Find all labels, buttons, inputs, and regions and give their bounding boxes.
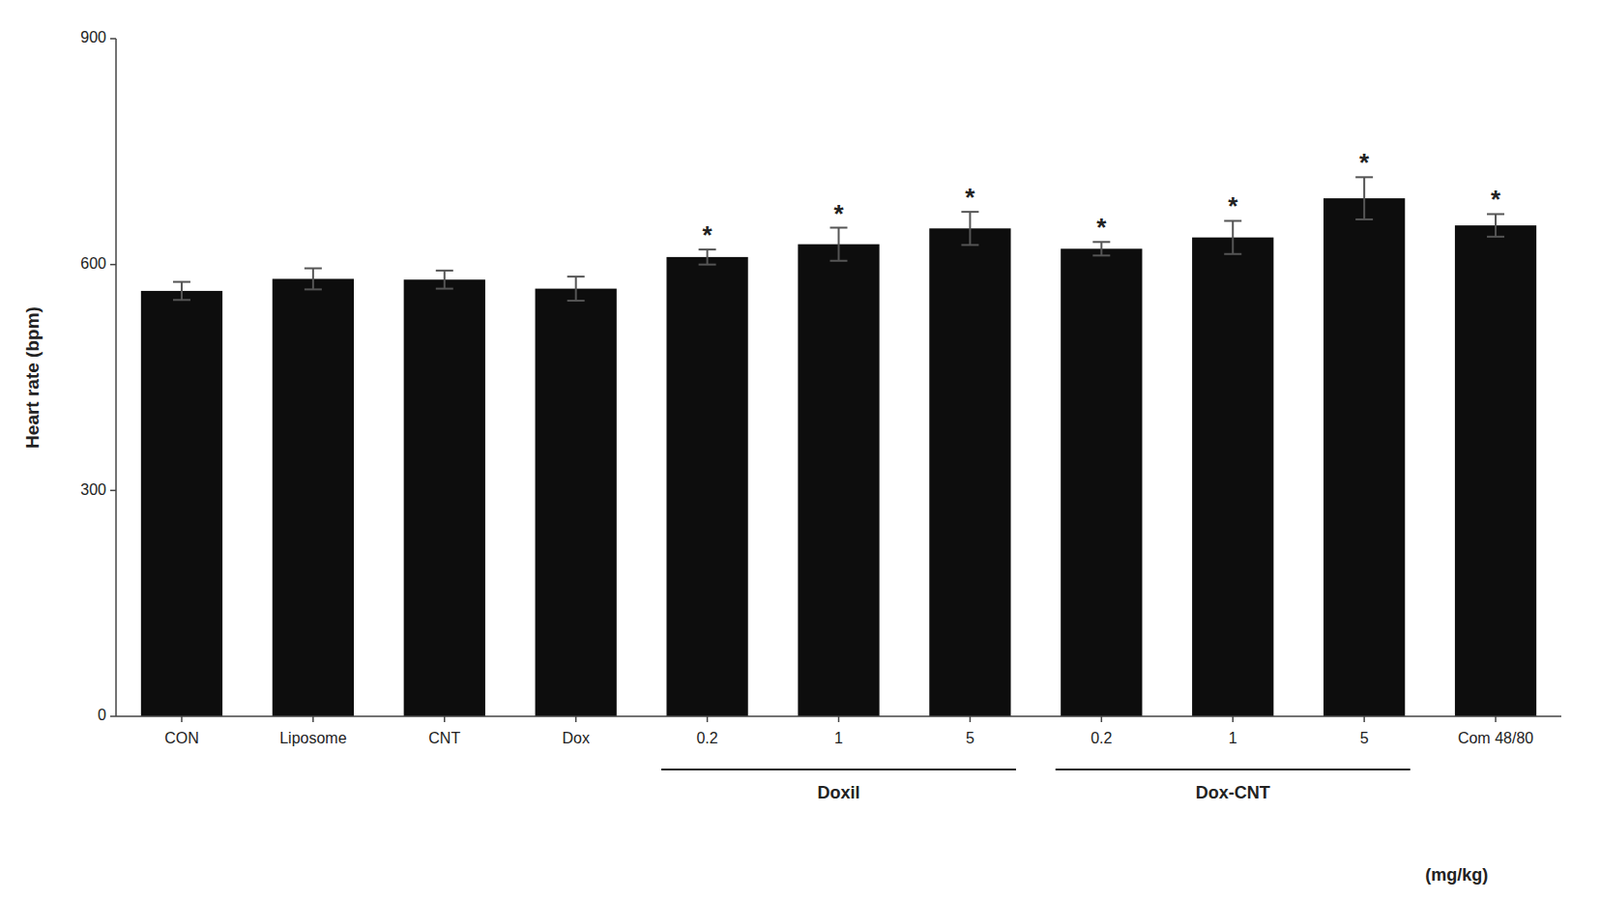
x-tick-label: Com 48/80 [1457,729,1534,747]
chart-container: * * * * * * * 0 300 600 900 CON Liposome CNT Dox 0.2 1 5 0… [0,0,1600,900]
bar [1192,237,1274,717]
error-bar [698,249,717,265]
group-bracket [1055,768,1411,771]
x-tick [1494,716,1497,723]
error-bar [567,276,585,301]
x-tick [706,716,709,723]
x-tick [443,716,446,723]
group-bracket [661,768,1017,771]
x-tick [969,716,972,723]
bar [1060,248,1142,717]
significance-label: * [702,220,714,250]
x-tick [1101,716,1104,723]
x-tick-label: 5 [1360,729,1369,747]
x-tick [575,716,578,723]
y-tick [110,263,117,266]
x-tick-label: 5 [965,729,975,747]
x-tick-label: CNT [428,729,461,747]
x-tick-label: Liposome [279,729,347,747]
significance-label: * [1359,147,1370,177]
y-tick-label: 900 [80,29,107,46]
significance-label: * [1490,184,1502,214]
y-tick [110,490,117,493]
significance-label: * [964,182,976,212]
bar [404,279,486,717]
y-tick-label: 300 [80,481,107,498]
x-tick-label: 0.2 [696,729,718,747]
error-bar [1223,220,1242,254]
y-tick [110,37,117,40]
plot-area [141,176,1537,717]
error-bar [1355,176,1373,220]
bar [1323,198,1405,717]
error-bar [436,270,454,290]
footnote: (mg/kg) [1425,865,1488,885]
error-bar [960,211,979,245]
x-tick [1363,716,1366,723]
bar [272,278,354,717]
y-tick [110,715,117,718]
y-axis-line [115,38,117,717]
error-bar [830,228,848,262]
significance-label: * [1096,212,1107,242]
bar [797,244,879,717]
x-tick [312,716,315,723]
error-bar [173,282,191,301]
group-label: Dox-CNT [1195,783,1271,803]
x-tick-label: 1 [1228,729,1238,747]
x-tick-label: CON [164,729,200,747]
bar [141,290,223,717]
y-tick-label: 0 [97,706,107,724]
bar [929,228,1011,717]
x-tick [1231,716,1234,723]
x-tick-label: 0.2 [1090,729,1112,747]
bar [666,257,748,717]
significance-label: * [1227,191,1239,221]
x-tick [180,716,183,723]
x-tick-label: Dox [561,729,589,747]
y-tick-label: 600 [80,255,107,272]
x-tick [838,716,841,723]
chart: * * * * * * * 0 300 600 900 CON Liposome CNT Dox 0.2 1 5 0… [0,0,1600,900]
bar [535,289,617,717]
y-axis-label: Heart rate (bpm) [22,306,43,449]
bar [1454,225,1537,717]
error-bar [304,268,322,291]
error-bar [1092,241,1110,256]
group-label: Doxil [816,783,860,803]
error-bar [1486,213,1505,236]
significance-label: * [833,199,844,229]
x-tick-label: 1 [834,729,844,747]
